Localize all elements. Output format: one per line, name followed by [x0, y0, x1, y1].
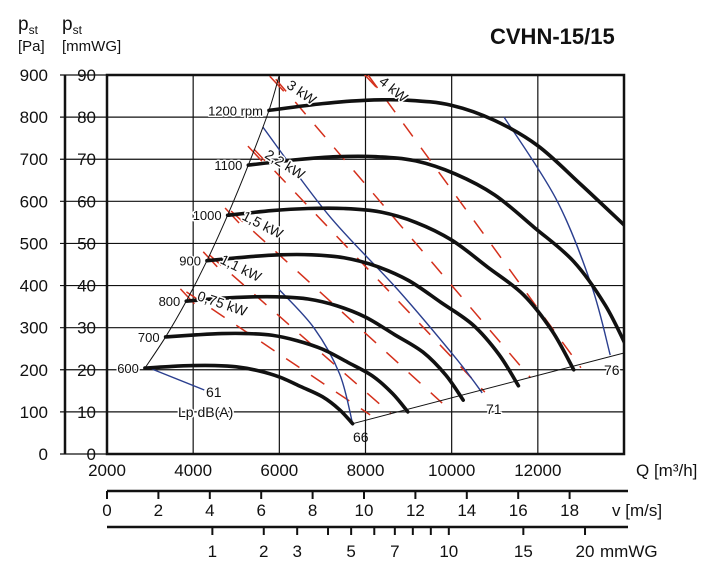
velocity-tick-label: 16 — [509, 501, 528, 520]
y-tick-label-pa: 700 — [20, 150, 48, 169]
velocity-tick-label: 0 — [102, 501, 111, 520]
y-axis-label-ylabel_pa: pst — [18, 14, 39, 37]
velocity-tick-label: 8 — [308, 501, 317, 520]
y-tick-label-pa: 100 — [20, 403, 48, 422]
rpm-label: 700 — [138, 330, 160, 345]
power-line — [208, 254, 392, 415]
y-tick-label-pa: 600 — [20, 192, 48, 211]
x-tick-label: 10000 — [428, 461, 475, 480]
velocity-tick-label: 6 — [256, 501, 265, 520]
y-tick-label-pa: 900 — [20, 66, 48, 85]
power-line-label: 0,75 kW — [195, 288, 250, 320]
rpm-curve-1100 — [246, 154, 624, 346]
rpm-label: 600 — [117, 361, 139, 376]
rpm-curve-900 — [205, 252, 521, 388]
y-tick-label-mmwg: 30 — [77, 319, 96, 338]
y-tick-label-pa: 0 — [39, 445, 48, 464]
power-line-tick — [247, 145, 263, 162]
pressure-tick-label: 3 — [292, 542, 301, 561]
rpm-label: 1000 — [193, 208, 222, 223]
y-tick-label-mmwg: 80 — [77, 108, 96, 127]
power-line — [253, 148, 486, 393]
sound-label-66: 66 — [353, 429, 369, 445]
y-tick-label-mmwg: 50 — [77, 234, 96, 253]
pressure-axis-label: mmWG — [600, 542, 658, 561]
sound-level-line — [262, 126, 483, 394]
sound-label-76: 76 — [604, 362, 620, 378]
y-axis-label-ylabel_mmwg: pst — [62, 14, 83, 37]
y-tick-label-pa: 800 — [20, 108, 48, 127]
y-tick-label-mmwg: 90 — [77, 66, 96, 85]
rpm-curve-800 — [184, 294, 465, 402]
y-tick-label-mmwg: 10 — [77, 403, 96, 422]
x-axis-label: Q [m³/h] — [636, 461, 697, 480]
rpm-label: 1100 — [214, 158, 242, 173]
symbol: p — [62, 14, 73, 35]
power-line — [275, 78, 532, 379]
subscript: st — [29, 23, 39, 37]
y-axis-unit: [mmWG] — [62, 38, 121, 55]
y-tick-label-mmwg: 0 — [87, 445, 96, 464]
sound-level-line — [503, 116, 611, 356]
pressure-tick-label: 20 — [576, 542, 595, 561]
grid — [106, 74, 624, 455]
x-tick-label: 4000 — [174, 461, 212, 480]
rpm-curve-600 — [143, 363, 355, 426]
velocity-tick-label: 18 — [560, 501, 579, 520]
rpm-curve-1200 — [267, 97, 624, 227]
velocity-axis-label: v [m/s] — [612, 501, 662, 520]
pressure-tick-label: 1 — [208, 542, 217, 561]
sound-label-71: 71 — [486, 401, 502, 417]
chart-title: CVHN-15/15 — [490, 24, 615, 49]
power-line — [185, 291, 371, 416]
subscript: st — [73, 23, 83, 37]
x-tick-label: 12000 — [514, 461, 561, 480]
stall-boundary — [144, 75, 280, 369]
power-line-tick — [363, 75, 377, 88]
y-tick-label-mmwg: 40 — [77, 277, 96, 296]
rpm-label: 900 — [179, 254, 201, 269]
sound-level-line — [149, 367, 205, 391]
chart-marks — [143, 75, 624, 426]
rpm-label: 800 — [159, 294, 181, 309]
pressure-tick-label: 7 — [390, 542, 399, 561]
y-tick-label-pa: 400 — [20, 277, 48, 296]
y-tick-label-mmwg: 60 — [77, 192, 96, 211]
system-line — [352, 352, 624, 425]
y-tick-label-pa: 300 — [20, 319, 48, 338]
y-tick-label-pa: 200 — [20, 361, 48, 380]
y-axis-unit: [Pa] — [18, 38, 45, 55]
pressure-tick-label: 2 — [259, 542, 268, 561]
pressure-tick-label: 5 — [346, 542, 355, 561]
x-tick-label: 6000 — [260, 461, 298, 480]
y-tick-label-mmwg: 20 — [77, 361, 96, 380]
sound-level-line — [278, 289, 354, 424]
y-tick-label-pa: 500 — [20, 234, 48, 253]
y-tick-label-mmwg: 70 — [77, 150, 96, 169]
rpm-curve-1000 — [225, 206, 576, 372]
symbol: p — [18, 14, 29, 35]
pressure-tick-label: 15 — [514, 542, 533, 561]
x-tick-label: 2000 — [88, 461, 126, 480]
velocity-tick-label: 2 — [154, 501, 163, 520]
rpm-curve-700 — [163, 331, 410, 414]
sound-unit-label: Lp dB(A) — [178, 404, 233, 420]
x-tick-label: 8000 — [347, 461, 385, 480]
velocity-tick-label: 14 — [457, 501, 476, 520]
pressure-tick-label: 10 — [439, 542, 458, 561]
velocity-tick-label: 4 — [205, 501, 214, 520]
sound-label-61: 61 — [206, 384, 222, 400]
rpm-label: 1200 rpm — [208, 103, 263, 118]
velocity-tick-label: 10 — [355, 501, 374, 520]
velocity-tick-label: 12 — [406, 501, 425, 520]
